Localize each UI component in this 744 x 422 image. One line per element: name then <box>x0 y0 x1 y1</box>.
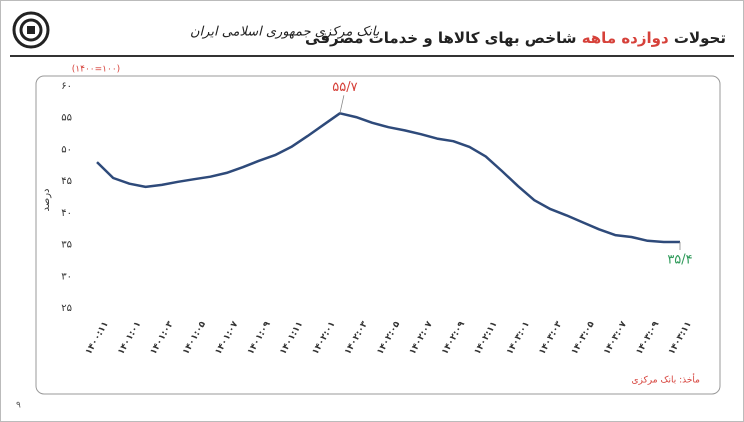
value-label: ۳۵/۴ <box>667 253 692 268</box>
value-label: ۵۵/۷ <box>332 80 357 95</box>
title-part: شاخص بهای کالاها و خدمات مصرفی <box>305 29 582 47</box>
y-tick-label: ۶۰ <box>61 81 72 92</box>
title-part: تحولات <box>669 29 726 47</box>
y-tick-label: ۵۰ <box>61 144 72 155</box>
title: تحولات دوازده ماهه شاخص بهای کالاها و خد… <box>305 29 726 47</box>
label-leader <box>339 95 345 114</box>
y-tick-label: ۳۰ <box>61 271 72 282</box>
chart-frame <box>35 75 721 395</box>
y-tick-label: ۲۵ <box>61 303 72 314</box>
page-number: ۹ <box>16 401 21 411</box>
logo-icon <box>12 11 50 49</box>
logo-text: بانک مرکزی جمهوری اسلامی ایران <box>190 25 380 40</box>
line <box>96 112 680 244</box>
y-tick-label: ۳۵ <box>61 240 72 251</box>
unit-label: (۱۴۰۰=۱۰۰) <box>72 65 120 75</box>
title-highlight: دوازده ماهه <box>582 29 669 47</box>
source: مأخذ: بانک مرکزی <box>632 373 701 386</box>
y-tick-label: ۴۵ <box>61 176 72 187</box>
y-tick-label: ۵۵ <box>61 113 72 124</box>
y-axis-label: درصد <box>41 188 52 211</box>
y-tick-label: ۴۰ <box>61 208 72 219</box>
